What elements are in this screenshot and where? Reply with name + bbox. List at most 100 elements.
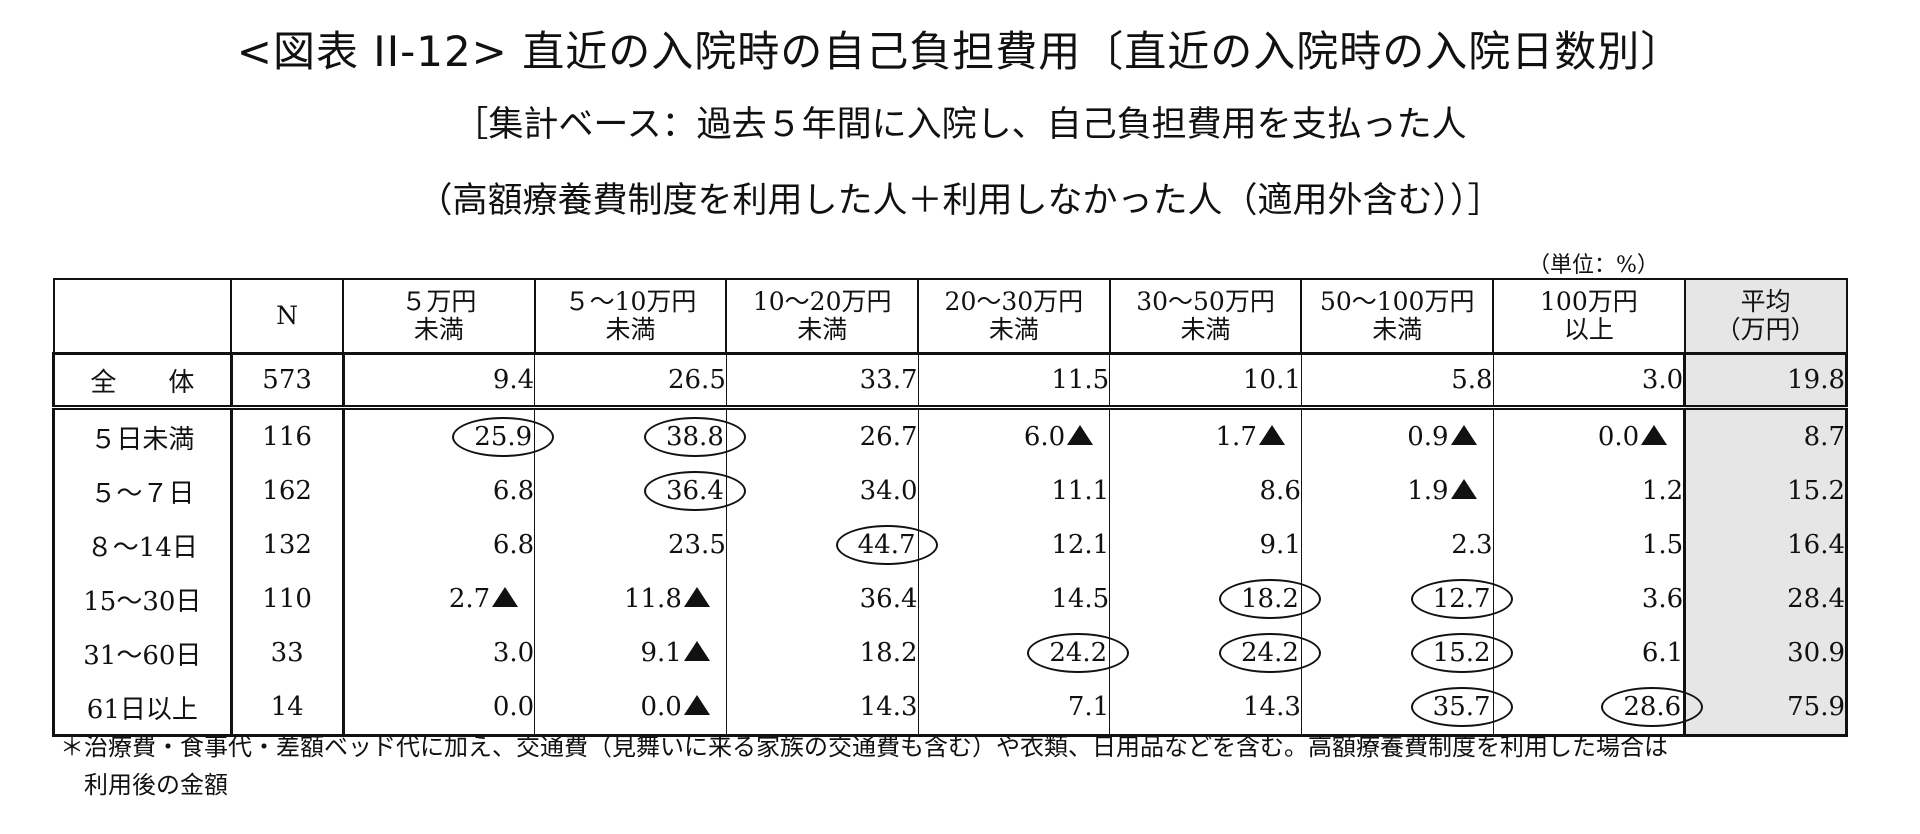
value-cell: 0.0 — [534, 680, 727, 737]
col-header-sublabel: 未満 — [797, 315, 848, 344]
cell-value: 6.8 — [492, 530, 535, 560]
value-cell: 1.5 — [1493, 518, 1687, 572]
table-row: 15～30日 110 2.7 11.8 36.4 14.5 18.2 12.7 3.6 28.4 — [52, 572, 1848, 626]
col-header-label: ５万円 — [401, 287, 477, 316]
value-cell: 3.0 — [1493, 353, 1687, 410]
col-header-c2: ５～10万円 未満 — [533, 278, 728, 355]
value-cell: 1.7 — [1109, 407, 1302, 464]
table-row: 61日以上 14 0.0 0.0 14.3 7.1 14.3 35.7 28.6 75.9 — [52, 680, 1848, 737]
cell-value: 14.5 — [1051, 584, 1110, 614]
col-header-c5: 30～50万円 未満 — [1108, 278, 1303, 355]
col-header-sublabel: （万円） — [1715, 315, 1816, 344]
cell-value: 3.6 — [1641, 584, 1684, 614]
row-label: ５～７日 — [52, 464, 233, 518]
cell-value: 34.0 — [859, 476, 918, 506]
triangle-icon — [1450, 479, 1477, 499]
row-n: 14 — [231, 680, 345, 737]
value-cell: 0.0 — [343, 680, 536, 737]
cell-value: 1.5 — [1641, 530, 1684, 560]
circled-value: 35.7 — [1410, 687, 1513, 727]
cell-value: 33.7 — [859, 365, 918, 395]
col-header-c7: 100万円 以上 — [1492, 278, 1686, 355]
col-header-sublabel: 未満 — [1180, 315, 1231, 344]
cell-value: 6.1 — [1641, 638, 1684, 668]
value-cell: 26.7 — [726, 407, 919, 464]
col-header-label: 100万円 — [1540, 287, 1638, 316]
triangle-icon — [1450, 425, 1477, 445]
cell-value: 6.0 — [1023, 422, 1066, 452]
circled-value: 15.2 — [1410, 633, 1513, 673]
cell-value: 11.1 — [1051, 476, 1110, 506]
cell-value: 9.4 — [492, 365, 535, 395]
col-header-sublabel: 未満 — [413, 315, 464, 344]
cell-value: 3.0 — [492, 638, 535, 668]
cell-value: 1.2 — [1641, 476, 1684, 506]
value-cell: 35.7 — [1301, 680, 1513, 737]
value-cell: 9.1 — [1109, 518, 1302, 572]
value-cell: 3.0 — [343, 626, 536, 680]
circled-value: 24.2 — [1218, 633, 1321, 673]
row-label: ８～14日 — [52, 518, 233, 572]
value-cell: 6.8 — [343, 518, 536, 572]
triangle-icon — [683, 695, 710, 715]
value-cell: 6.8 — [343, 464, 536, 518]
value-cell: 33.7 — [726, 353, 919, 410]
value-cell: 2.3 — [1301, 518, 1494, 572]
circled-value: 12.7 — [1410, 579, 1513, 619]
cell-value: 14.3 — [1242, 692, 1301, 722]
cell-value: 6.8 — [492, 476, 535, 506]
col-header-label: N — [276, 301, 299, 330]
value-cell: 23.5 — [534, 518, 727, 572]
triangle-icon — [1258, 425, 1285, 445]
value-cell: 0.0 — [1493, 407, 1687, 464]
col-header-c4: 20～30万円 未満 — [917, 278, 1111, 355]
value-cell: 11.1 — [918, 464, 1111, 518]
col-header-sublabel: 未満 — [605, 315, 656, 344]
value-cell: 7.1 — [918, 680, 1111, 737]
row-n: 162 — [231, 464, 345, 518]
cell-value: 10.1 — [1242, 365, 1301, 395]
cell-value: 0.0 — [640, 692, 682, 722]
value-cell: 10.1 — [1109, 353, 1302, 410]
table-row-total: 全 体 573 9.4 26.5 33.7 11.5 10.1 5.8 3.0 19.8 — [52, 353, 1848, 410]
cell-value: 1.7 — [1215, 422, 1257, 452]
cell-value: 9.1 — [640, 638, 682, 668]
row-average: 28.4 — [1684, 572, 1848, 626]
col-header-label: 10～20万円 — [752, 287, 892, 316]
col-header-sublabel: 未満 — [988, 315, 1039, 344]
value-cell: 25.9 — [343, 407, 555, 464]
cell-value: 2.3 — [1451, 530, 1493, 560]
cell-value: 11.5 — [1051, 365, 1110, 395]
table-body: 全 体 573 9.4 26.5 33.7 11.5 10.1 5.8 3.0 19.8 ５日未満 1… — [52, 353, 1848, 737]
row-average: 15.2 — [1684, 464, 1848, 518]
value-cell: 3.6 — [1493, 572, 1687, 626]
cell-value: 12.1 — [1051, 530, 1110, 560]
col-header-sublabel: 未満 — [1372, 315, 1423, 344]
col-header-label: 20～30万円 — [944, 287, 1084, 316]
row-average: 8.7 — [1684, 407, 1848, 464]
value-cell: 44.7 — [726, 518, 938, 572]
value-cell: 11.5 — [918, 353, 1111, 410]
row-label: 15～30日 — [52, 572, 233, 626]
col-header-label: 50～100万円 — [1319, 287, 1475, 316]
circled-value: 28.6 — [1601, 687, 1704, 727]
cell-value: 11.8 — [623, 584, 682, 614]
value-cell: 0.9 — [1301, 407, 1494, 464]
row-label: ５日未満 — [52, 407, 233, 464]
circled-value: 38.8 — [643, 417, 746, 457]
value-cell: 12.7 — [1301, 572, 1513, 626]
col-header-c1: ５万円 未満 — [342, 278, 536, 355]
value-cell: 11.8 — [534, 572, 727, 626]
cell-value: 23.5 — [667, 530, 726, 560]
circled-value: 36.4 — [643, 471, 746, 511]
value-cell: 18.2 — [726, 626, 919, 680]
col-header-sublabel: 以上 — [1563, 315, 1614, 344]
cell-value: 36.4 — [859, 584, 918, 614]
value-cell: 6.1 — [1493, 626, 1687, 680]
row-n: 33 — [231, 626, 345, 680]
value-cell: 14.3 — [726, 680, 919, 737]
value-cell: 18.2 — [1109, 572, 1321, 626]
row-n: 116 — [231, 407, 345, 464]
row-label: 全 体 — [52, 353, 233, 410]
row-n: 110 — [231, 572, 345, 626]
